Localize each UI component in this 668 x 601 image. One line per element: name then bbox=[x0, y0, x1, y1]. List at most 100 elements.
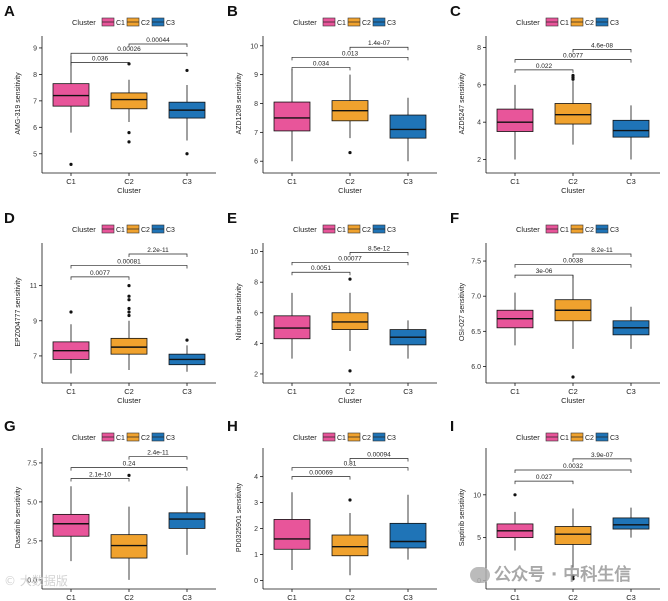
x-tick-label-c1: C1 bbox=[510, 387, 520, 396]
y-axis-title: AMG-319 sensitivity bbox=[15, 72, 22, 135]
box-c2 bbox=[110, 337, 148, 355]
legend-label-c3: C3 bbox=[610, 227, 619, 234]
legend-title: Cluster bbox=[72, 18, 96, 27]
legend-label-c2: C2 bbox=[141, 435, 150, 442]
y-tick-label: 10 bbox=[473, 492, 481, 499]
panel-label: F bbox=[450, 210, 459, 227]
legend-label-c2: C2 bbox=[362, 435, 371, 442]
outlier-point bbox=[348, 369, 352, 373]
y-tick-label: 0.0 bbox=[27, 577, 37, 584]
panel-label: G bbox=[4, 418, 16, 435]
outlier-point bbox=[69, 162, 73, 166]
x-tick-label-c3: C3 bbox=[626, 177, 636, 186]
panel-D: D Cluster C1 C2 C3 7 9 11 C1 C2 C3 Cluster EPZ004777… bbox=[4, 210, 216, 405]
outlier-point bbox=[185, 68, 189, 73]
y-tick-label: 2 bbox=[254, 371, 258, 378]
legend-label-c3: C3 bbox=[166, 435, 175, 442]
x-tick-label-c3: C3 bbox=[182, 177, 192, 186]
y-tick-label: 8 bbox=[254, 280, 258, 287]
significance-bracket bbox=[291, 261, 409, 266]
significance-bracket bbox=[572, 253, 632, 258]
panel-A: A Cluster C1 C2 C3 5 6 7 8 9 C1 C2 C3 Cluster AMG-319 … bbox=[4, 3, 216, 195]
y-tick-label: 9 bbox=[254, 72, 258, 79]
legend-title: Cluster bbox=[72, 433, 96, 442]
p-value-label: 0.00044 bbox=[146, 37, 170, 44]
legend-label-c1: C1 bbox=[560, 20, 569, 27]
x-axis-title: Cluster bbox=[117, 396, 141, 405]
panel-label: E bbox=[227, 210, 237, 227]
y-tick-label: 6 bbox=[254, 159, 258, 166]
outlier-point bbox=[127, 306, 131, 311]
x-tick-label-c2: C2 bbox=[345, 387, 355, 396]
p-value-label: 3e-06 bbox=[536, 268, 553, 275]
x-tick-label-c2: C2 bbox=[568, 177, 578, 186]
y-tick-label: 8 bbox=[254, 101, 258, 108]
p-value-label: 0.036 bbox=[92, 55, 109, 62]
legend-label-c3: C3 bbox=[166, 20, 175, 27]
panel-label: A bbox=[4, 3, 15, 20]
significance-bracket bbox=[291, 476, 351, 480]
legend-label-c3: C3 bbox=[387, 20, 396, 27]
x-tick-label-c1: C1 bbox=[66, 593, 76, 601]
legend-label-c2: C2 bbox=[141, 20, 150, 27]
outlier-point bbox=[348, 277, 352, 281]
y-tick-label: 7.5 bbox=[471, 259, 481, 266]
significance-bracket bbox=[291, 67, 351, 71]
panel-B: B Cluster C1 C2 C3 6 7 8 9 10 C1 C2 C3 Cluster AZD1208… bbox=[227, 3, 437, 195]
legend-label-c3: C3 bbox=[610, 20, 619, 27]
panel-label: H bbox=[227, 418, 238, 435]
legend-label-c2: C2 bbox=[141, 227, 150, 234]
legend-label-c1: C1 bbox=[337, 20, 346, 27]
significance-bracket bbox=[349, 458, 409, 462]
outlier-point bbox=[127, 310, 131, 314]
outlier-point bbox=[513, 493, 517, 497]
outlier-point bbox=[571, 77, 575, 81]
y-tick-label: 7.0 bbox=[471, 294, 481, 301]
y-tick-label: 7 bbox=[254, 130, 258, 137]
legend-label-c1: C1 bbox=[560, 227, 569, 234]
x-tick-label-c2: C2 bbox=[124, 177, 134, 186]
p-value-label: 0.013 bbox=[342, 50, 359, 57]
y-tick-label: 7 bbox=[33, 98, 37, 105]
box-c1 bbox=[273, 519, 311, 550]
p-value-label: 0.81 bbox=[344, 461, 357, 468]
y-axis-title: AZD1208 sensitivity bbox=[236, 72, 243, 134]
panel-F: F Cluster C1 C2 C3 6.0 6.5 7.0 7.5 C1 C2 C3 Cluster O… bbox=[450, 210, 660, 405]
significance-bracket bbox=[514, 69, 574, 73]
panel-E: E Cluster C1 C2 C3 2 4 6 8 10 C1 C2 C3 Cluster Nilotin… bbox=[227, 210, 437, 405]
x-tick-label-c3: C3 bbox=[626, 593, 636, 601]
box-c3 bbox=[612, 119, 650, 138]
significance-bracket bbox=[70, 52, 188, 57]
legend-label-c2: C2 bbox=[585, 227, 594, 234]
p-value-label: 0.00077 bbox=[338, 255, 362, 262]
box-c2 bbox=[554, 103, 592, 125]
p-value-label: 4.6e-08 bbox=[591, 42, 613, 49]
y-tick-label: 0 bbox=[477, 578, 481, 585]
y-tick-label: 4 bbox=[477, 120, 481, 127]
x-tick-label-c3: C3 bbox=[182, 387, 192, 396]
y-axis-title: PD0325901 sensitivity bbox=[236, 482, 243, 552]
y-tick-label: 6.0 bbox=[471, 364, 481, 371]
p-value-label: 0.022 bbox=[536, 63, 553, 70]
box-c1 bbox=[273, 315, 311, 340]
box-c3 bbox=[168, 512, 206, 529]
box-c2 bbox=[110, 92, 148, 110]
y-tick-label: 11 bbox=[30, 283, 37, 290]
p-value-label: 0.24 bbox=[123, 461, 136, 468]
significance-bracket bbox=[70, 478, 130, 482]
p-value-label: 2.2e-11 bbox=[147, 247, 169, 254]
outlier-point bbox=[127, 313, 131, 318]
x-axis-title: Cluster bbox=[338, 186, 362, 195]
p-value-label: 0.00026 bbox=[117, 46, 141, 53]
significance-bracket bbox=[514, 480, 574, 485]
panel-label: C bbox=[450, 3, 461, 20]
y-axis-title: OSI-027 sensitivity bbox=[459, 282, 466, 341]
x-tick-label-c1: C1 bbox=[510, 593, 520, 601]
significance-bracket bbox=[128, 43, 188, 47]
box-c2 bbox=[554, 526, 592, 545]
p-value-label: 0.027 bbox=[536, 474, 553, 481]
outlier-point bbox=[127, 284, 131, 288]
outlier-point bbox=[127, 140, 131, 144]
outlier-point bbox=[69, 310, 73, 314]
